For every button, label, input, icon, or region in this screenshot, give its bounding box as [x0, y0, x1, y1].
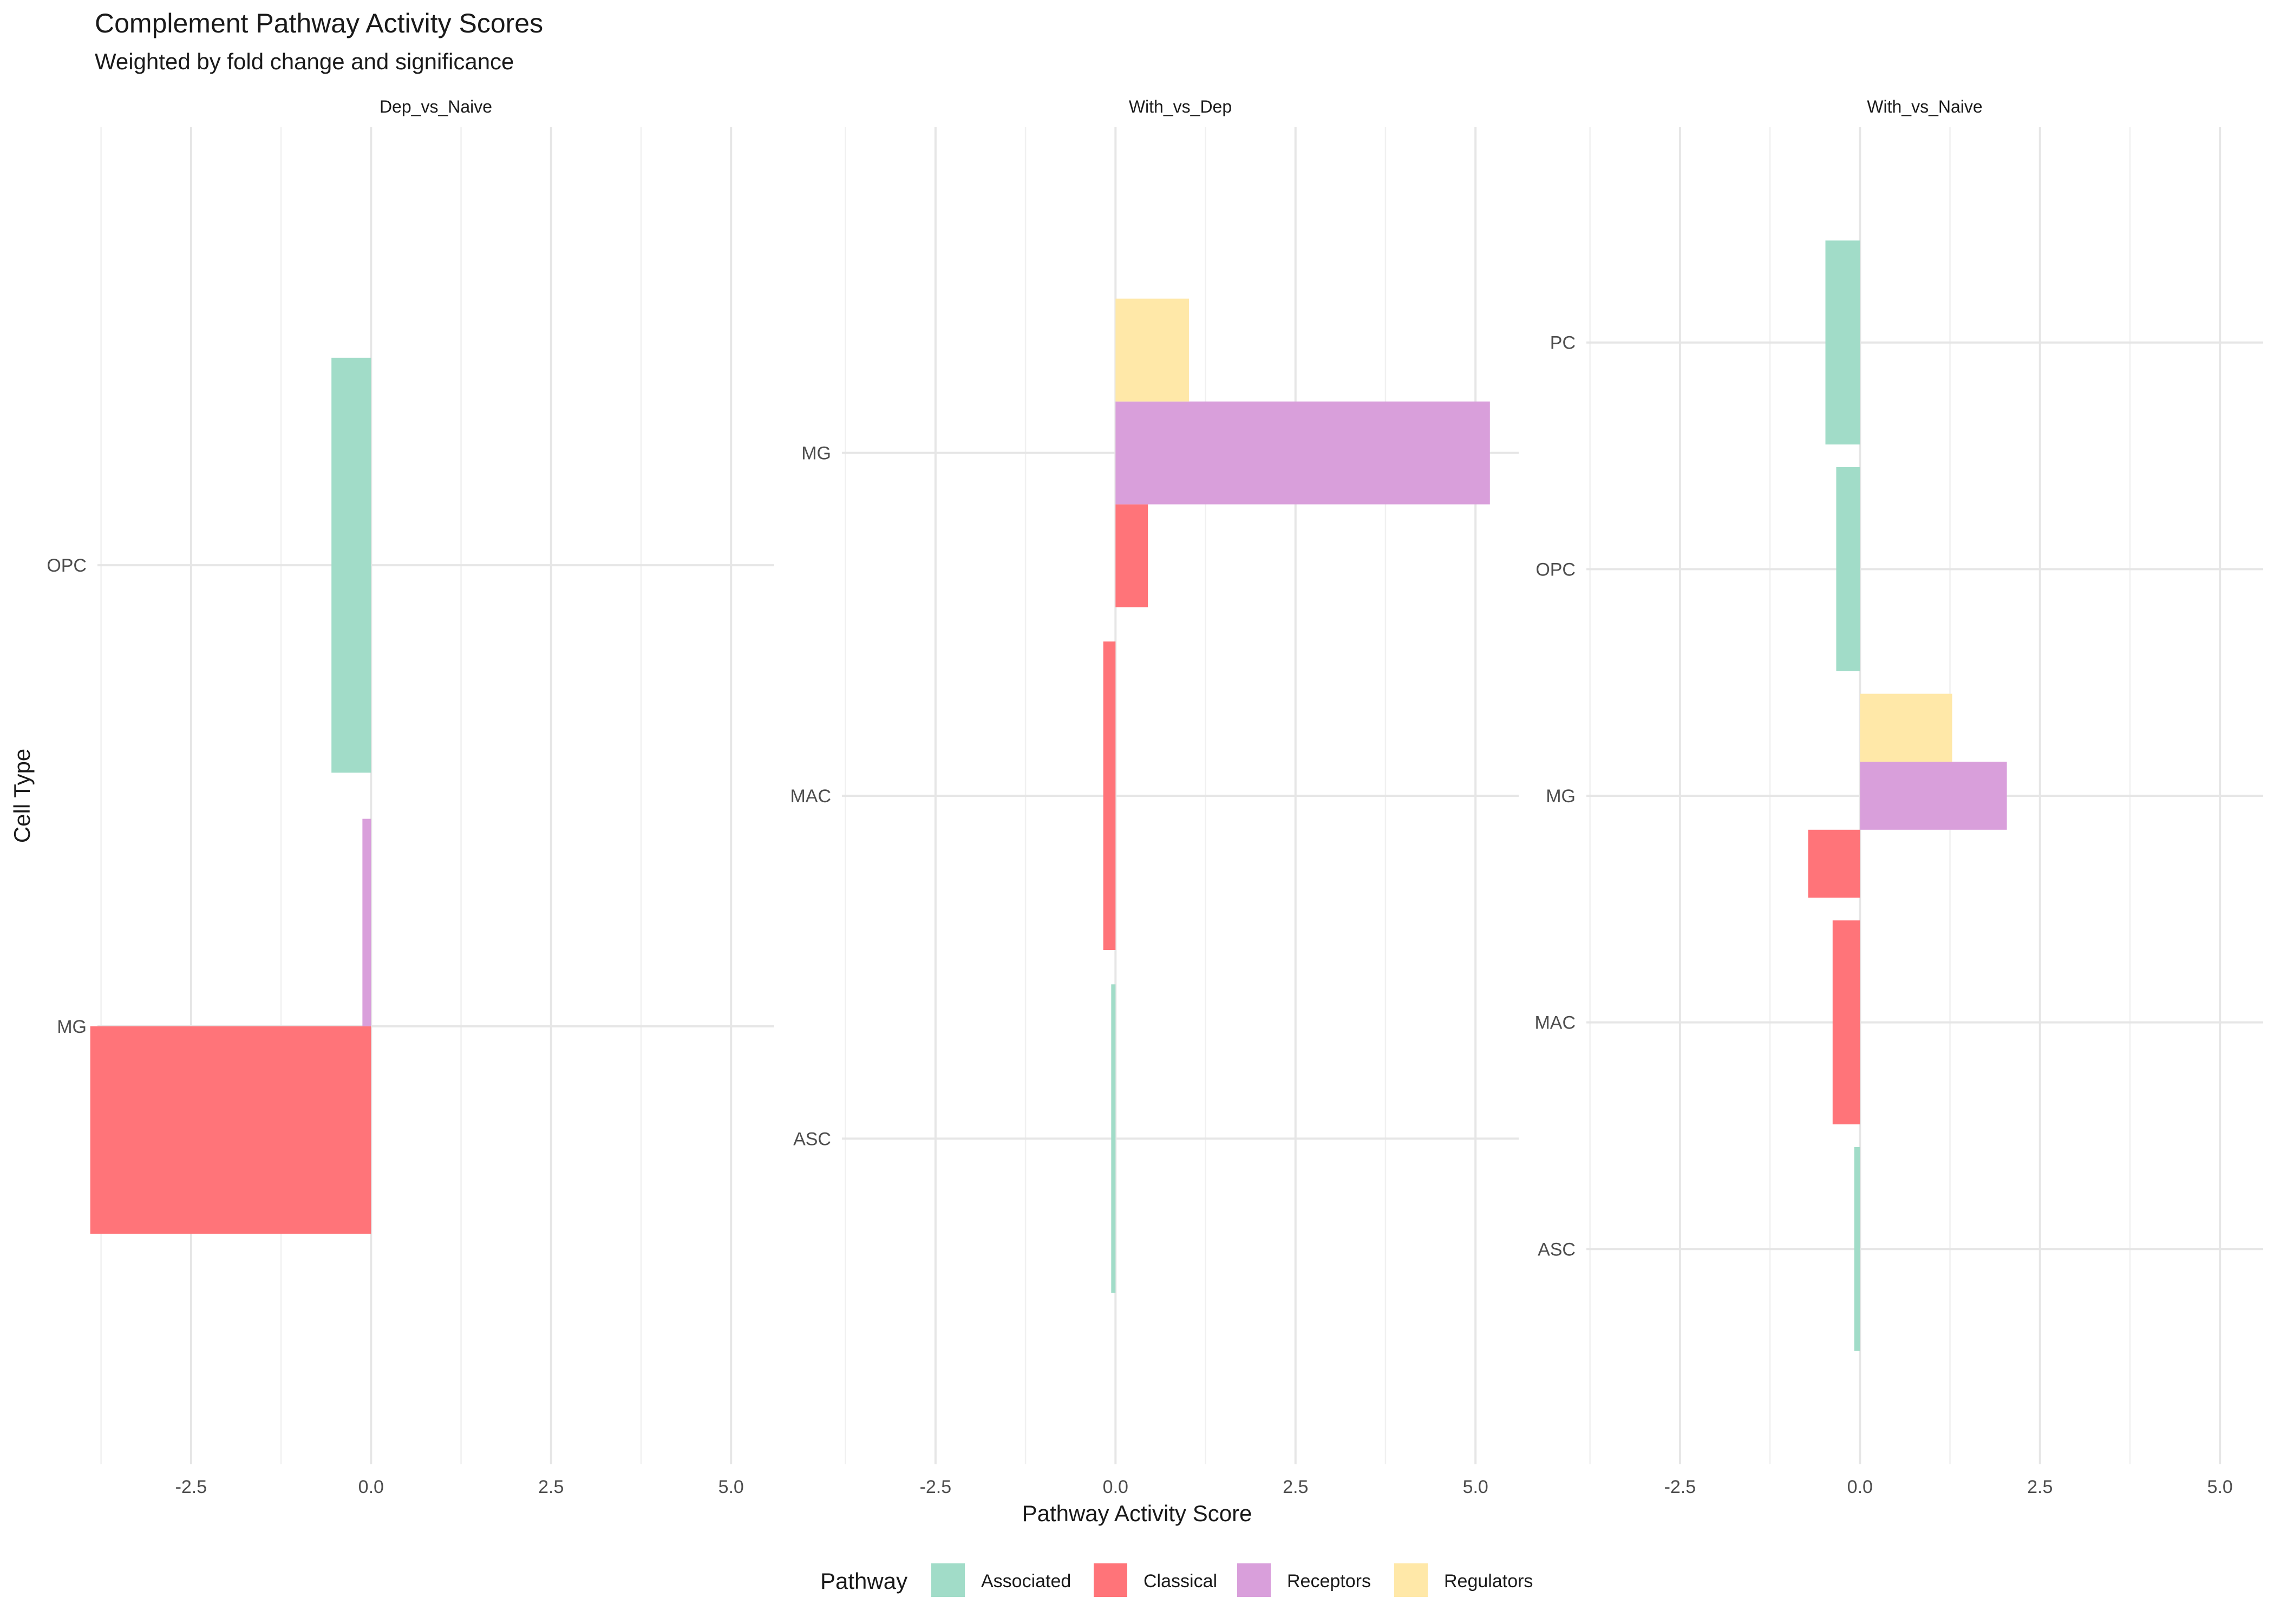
legend: Pathway Associated Classical Receptors Regul…: [820, 1563, 1533, 1597]
bar-ASC-Associated: [1854, 1147, 1860, 1351]
bar-MG-Receptors: [362, 818, 371, 1026]
x-tick-label: 0.0: [1103, 1477, 1128, 1497]
y-tick-label: ASC: [793, 1129, 831, 1149]
bar-MG-Classical: [90, 1026, 371, 1234]
panel-title: Dep_vs_Naive: [380, 97, 492, 116]
x-tick-label: 2.5: [2027, 1477, 2053, 1497]
panel-With_vs_Naive: With_vs_Naive -2.5 0.0 2.5 5.0 ASC MAC MG OPC PC: [1534, 97, 2263, 1497]
x-tick-label: 5.0: [718, 1477, 744, 1497]
bar-MG-Classical: [1808, 829, 1860, 898]
bar-MAC-Classical: [1103, 641, 1116, 950]
x-tick-label: 0.0: [1847, 1477, 1873, 1497]
legend-key: [1394, 1563, 1428, 1597]
x-tick-label: -2.5: [920, 1477, 952, 1497]
legend-key: [931, 1563, 965, 1597]
y-tick-label: ASC: [1538, 1239, 1576, 1260]
bar-OPC-Associated: [331, 357, 371, 773]
x-tick-label: 0.0: [358, 1477, 384, 1497]
legend-item-associated: Associated: [931, 1563, 1071, 1597]
panel-title: With_vs_Dep: [1129, 97, 1232, 116]
bar-MG-Regulators: [1115, 298, 1189, 402]
legend-label: Classical: [1143, 1571, 1217, 1592]
legend-label: Receptors: [1287, 1571, 1371, 1592]
x-tick-label: -2.5: [1664, 1477, 1696, 1497]
x-tick-label: 2.5: [538, 1477, 564, 1497]
bar-MAC-Classical: [1832, 920, 1860, 1125]
legend-key: [1237, 1563, 1271, 1597]
y-tick-label: MAC: [790, 786, 831, 807]
bar-MG-Receptors: [1860, 762, 2007, 830]
chart-subtitle: Weighted by fold change and significance: [95, 49, 514, 74]
chart-title: Complement Pathway Activity Scores: [95, 8, 543, 38]
y-axis-label: Cell Type: [9, 749, 35, 843]
y-tick-label: MAC: [1534, 1013, 1576, 1033]
x-tick-label: 5.0: [2207, 1477, 2233, 1497]
y-tick-label: OPC: [1535, 559, 1576, 580]
bar-MG-Receptors: [1115, 401, 1490, 505]
x-tick-label: -2.5: [175, 1477, 207, 1497]
bar-ASC-Associated: [1111, 984, 1116, 1293]
legend-label: Regulators: [1444, 1571, 1533, 1592]
panel-title: With_vs_Naive: [1867, 97, 1982, 116]
bar-MG-Classical: [1115, 504, 1148, 607]
legend-title: Pathway: [820, 1568, 907, 1594]
legend-item-classical: Classical: [1094, 1563, 1217, 1597]
x-tick-label: 5.0: [1463, 1477, 1488, 1497]
legend-label: Associated: [981, 1571, 1071, 1592]
legend-item-regulators: Regulators: [1394, 1563, 1533, 1597]
bar-PC-Associated: [1825, 240, 1860, 445]
legend-item-receptors: Receptors: [1237, 1563, 1371, 1597]
x-axis-label: Pathway Activity Score: [1022, 1501, 1252, 1526]
y-tick-label: MG: [801, 443, 831, 464]
y-tick-label: MG: [1546, 786, 1576, 807]
bar-MG-Regulators: [1860, 693, 1952, 762]
legend-key: [1094, 1563, 1127, 1597]
panels: Dep_vs_Naive -2.5 0.0 2.5 5.0 MG OPC With_vs_De…: [47, 97, 2263, 1497]
panel-Dep_vs_Naive: Dep_vs_Naive -2.5 0.0 2.5 5.0 MG OPC: [47, 97, 774, 1497]
y-tick-label: MG: [57, 1017, 87, 1037]
bar-OPC-Associated: [1836, 467, 1860, 671]
y-tick-label: PC: [1550, 333, 1576, 353]
panel-With_vs_Dep: With_vs_Dep -2.5 0.0 2.5 5.0 ASC MAC MG: [790, 97, 1519, 1497]
y-tick-label: OPC: [47, 555, 87, 576]
x-tick-label: 2.5: [1283, 1477, 1308, 1497]
